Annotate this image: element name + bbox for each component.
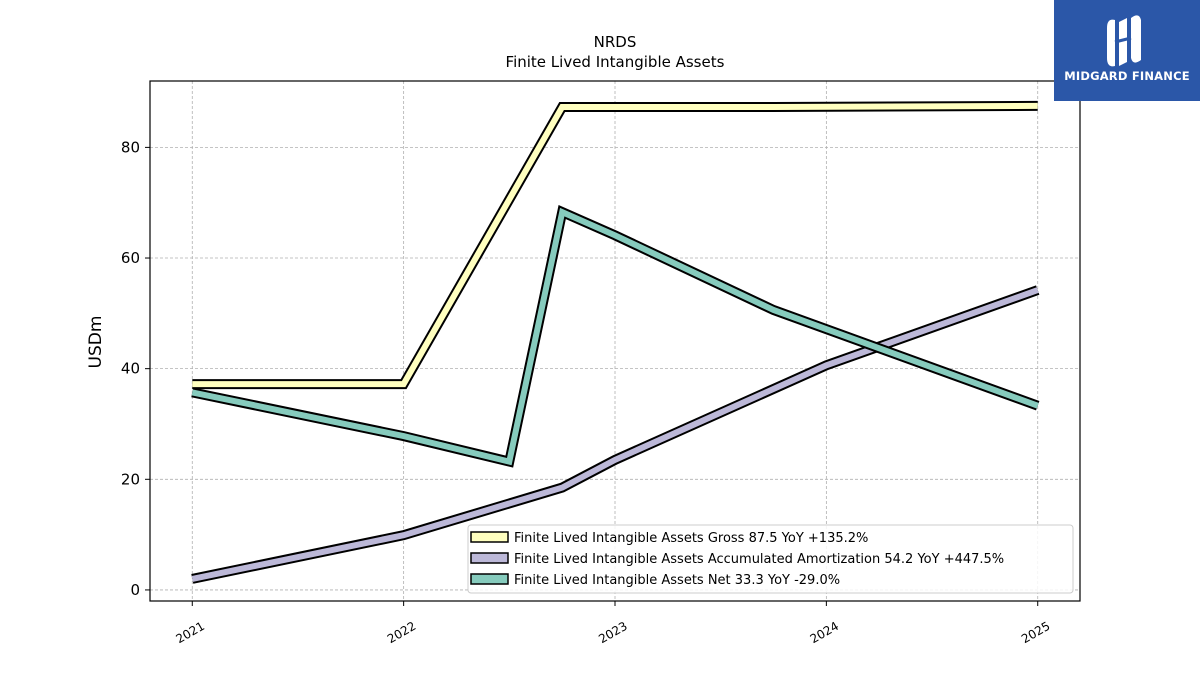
legend-label-2: Finite Lived Intangible Assets Net 33.3 … [514, 573, 840, 588]
y-tick-label-4: 80 [121, 138, 140, 156]
legend-label-0: Finite Lived Intangible Assets Gross 87.… [514, 531, 868, 546]
y-tick-label-1: 20 [121, 470, 140, 488]
y-tick-label-3: 60 [121, 249, 140, 267]
brand-name: MIDGARD FINANCE [1064, 69, 1190, 83]
x-tick-label-4: 2025 [1019, 619, 1052, 646]
series-line-2 [191, 207, 1039, 466]
series-1 [191, 285, 1040, 584]
series-0 [192, 100, 1038, 390]
x-tick-label-2: 2023 [596, 619, 629, 646]
legend-swatch-0 [470, 531, 509, 543]
legend-box [467, 524, 1074, 594]
x-tick-label-1: 2022 [385, 619, 418, 646]
grid [150, 81, 1080, 601]
y-axis-label: USDm [86, 316, 106, 369]
legend: Finite Lived Intangible Assets Gross 87.… [467, 524, 1074, 594]
legend-label-1: Finite Lived Intangible Assets Accumulat… [514, 552, 1004, 567]
x-tick-label-3: 2024 [808, 619, 841, 646]
y-tick-label-2: 40 [121, 360, 140, 378]
chart-subtitle: Finite Lived Intangible Assets [506, 53, 725, 71]
series-2 [191, 205, 1040, 468]
series-line-0 [192, 102, 1038, 388]
legend-swatch-1 [470, 552, 509, 564]
series-line-1 [191, 287, 1039, 582]
brand-mark-icon [1107, 15, 1141, 67]
legend-swatch-2 [470, 573, 509, 585]
y-tick-label-0: 0 [130, 581, 140, 599]
brand-logo: MIDGARD FINANCE [1054, 0, 1200, 101]
x-tick-label-0: 2021 [174, 619, 207, 646]
chart-title: NRDS [594, 33, 637, 51]
series-layer [191, 100, 1040, 584]
